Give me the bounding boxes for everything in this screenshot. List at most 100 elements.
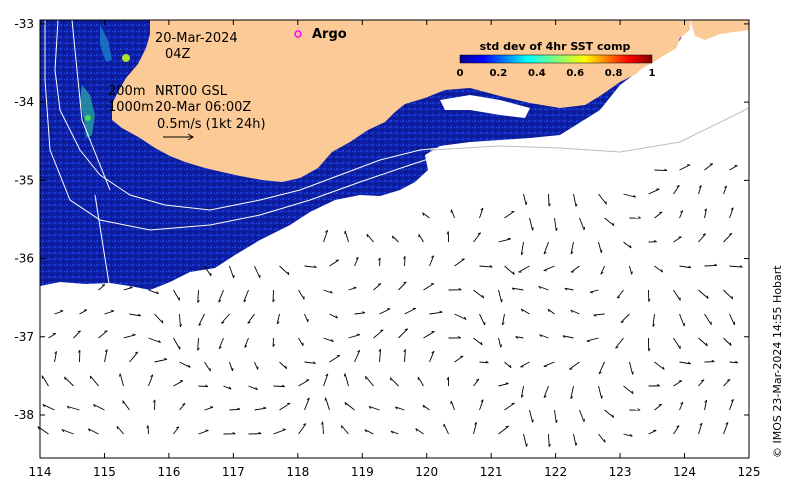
current-vector	[204, 361, 211, 372]
current-vector	[654, 361, 665, 370]
y-tick-label: -36	[14, 252, 34, 266]
current-vector-head	[714, 263, 718, 266]
x-tick-label: 122	[544, 465, 567, 479]
track-line	[71, 20, 111, 191]
current-vector	[104, 310, 115, 315]
current-vector-head	[507, 237, 511, 240]
current-vector-head	[727, 379, 731, 381]
current-vector	[429, 255, 435, 267]
current-vector	[398, 328, 409, 339]
current-vector	[729, 207, 734, 219]
current-vector	[589, 289, 599, 293]
current-vector-head	[64, 376, 66, 381]
current-vector	[379, 349, 382, 363]
current-vector-head	[247, 321, 251, 324]
sst-gap-coastal	[440, 95, 530, 118]
current-vector	[61, 429, 74, 435]
current-vector	[93, 403, 105, 411]
current-vector	[704, 264, 717, 267]
current-vector	[218, 289, 224, 303]
current-vector	[323, 230, 329, 243]
current-vector	[520, 361, 530, 368]
current-vector	[329, 355, 341, 363]
current-vector	[365, 376, 374, 387]
current-vector-head	[233, 274, 235, 279]
current-vector-head	[104, 330, 108, 332]
current-vector	[247, 313, 255, 324]
current-vector-head	[532, 419, 534, 423]
current-vector-head	[505, 382, 509, 385]
current-vector	[698, 289, 709, 299]
track-line	[94, 194, 111, 291]
current-vector	[729, 265, 743, 268]
current-vector	[600, 265, 605, 275]
current-vector	[554, 217, 557, 231]
current-vector	[698, 337, 708, 347]
current-vector-head	[218, 346, 222, 349]
current-vector-head	[61, 429, 65, 433]
current-vector	[395, 406, 405, 411]
current-vector	[598, 241, 602, 253]
current-vector-head	[431, 255, 434, 258]
current-vector	[564, 287, 574, 291]
current-vector-head	[158, 340, 161, 343]
current-vector-head	[637, 216, 641, 219]
current-vector	[404, 349, 406, 363]
x-tick-label: 125	[738, 465, 761, 479]
x-tick-label: 116	[157, 465, 180, 479]
current-vector-head	[344, 230, 346, 234]
current-vector	[422, 404, 430, 411]
current-vector-head	[704, 399, 707, 403]
current-vector	[673, 380, 683, 387]
current-vector	[454, 355, 464, 363]
current-vector	[515, 336, 524, 339]
current-vector-head	[156, 291, 159, 295]
current-vector	[518, 265, 530, 273]
colorbar-tick-label: 0.6	[566, 68, 584, 79]
current-vector	[42, 404, 55, 411]
current-vector-head	[198, 323, 202, 326]
current-vector-head	[390, 430, 394, 434]
current-vector	[673, 289, 681, 301]
current-vector	[473, 232, 482, 243]
current-vector-head	[285, 365, 288, 369]
current-vector-head	[520, 252, 524, 256]
current-vector	[723, 185, 728, 195]
sst-streak	[100, 25, 112, 62]
current-vector-head	[116, 426, 119, 430]
current-vector-head	[680, 401, 684, 405]
current-vector-head	[648, 298, 651, 302]
current-vector-head	[42, 404, 45, 408]
colorbar-ticks: 0 0.2 0.4 0.6 0.8 1	[457, 68, 656, 79]
current-vector	[520, 308, 530, 315]
current-vector	[89, 375, 99, 387]
current-vector	[404, 256, 406, 267]
current-vector	[418, 234, 424, 243]
current-vector	[422, 212, 430, 219]
current-vector	[66, 405, 80, 411]
current-vector	[523, 193, 527, 205]
current-vector	[220, 313, 230, 324]
current-vector	[415, 428, 424, 435]
current-vector-head	[543, 395, 547, 399]
current-vector	[148, 374, 154, 387]
current-vector	[298, 337, 304, 346]
current-vector-head	[730, 398, 734, 402]
current-vector	[498, 383, 509, 387]
current-vector-head	[502, 322, 505, 326]
contour-label-1000m: 1000m	[108, 100, 154, 115]
current-vector-head	[356, 333, 360, 336]
current-vector	[392, 235, 399, 243]
current-vector-head	[600, 249, 603, 253]
current-vector-head	[570, 309, 573, 313]
current-vector	[511, 287, 524, 291]
current-vector	[723, 337, 732, 346]
current-vector	[729, 165, 738, 171]
current-vector-head	[676, 184, 680, 188]
current-vector	[272, 289, 274, 303]
current-vector-head	[446, 231, 449, 235]
current-vector	[629, 265, 633, 275]
current-vector	[723, 422, 729, 435]
current-vector	[598, 433, 606, 443]
current-vector-head	[705, 342, 708, 347]
